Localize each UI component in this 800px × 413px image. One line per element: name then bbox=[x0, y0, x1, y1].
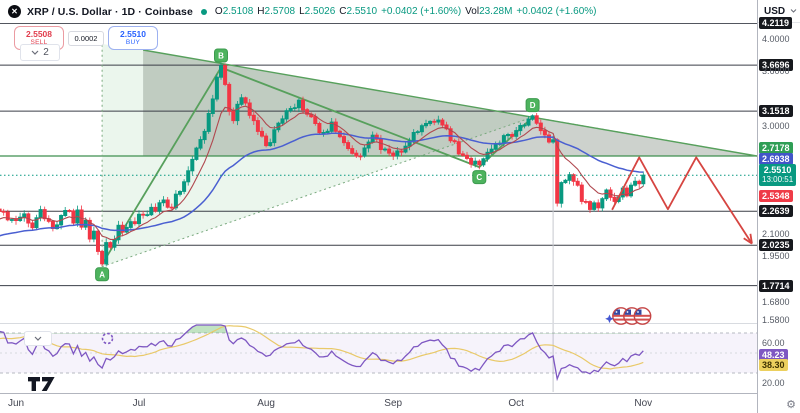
pattern-point-D[interactable]: D bbox=[525, 98, 540, 113]
price-axis[interactable]: USD 4.2119 4.0000 3.6696 3.6000 3.1518 3.0000… bbox=[757, 0, 800, 413]
axis-tick-label: 1.9500 bbox=[762, 251, 790, 262]
symbol-title[interactable]: XRP / U.S. Dollar · 1D · Coinbase bbox=[27, 5, 193, 18]
close-value: 2.5510 bbox=[346, 6, 378, 17]
svg-text:C: C bbox=[476, 173, 482, 182]
axis-price-label: 2.6938 bbox=[759, 152, 793, 165]
open-label: O bbox=[214, 6, 223, 17]
watermark-logo bbox=[605, 307, 652, 325]
axis-tick-label: 1.6800 bbox=[762, 296, 790, 307]
time-axis-month-oct: Oct bbox=[508, 398, 524, 409]
buy-price: 2.5510 bbox=[120, 29, 146, 39]
pattern-point-C[interactable]: C bbox=[472, 170, 487, 185]
projection-zigzag[interactable] bbox=[611, 156, 753, 245]
axis-tick-label: 1.5800 bbox=[762, 315, 790, 326]
projection-arrowhead bbox=[743, 233, 753, 245]
main-chart-canvas[interactable]: A B C D bbox=[0, 0, 757, 393]
buy-button[interactable]: 2.5510 BUY bbox=[108, 26, 158, 50]
axis-tick-label: 60.00 bbox=[762, 338, 785, 348]
chart-header: ✕ XRP / U.S. Dollar · 1D · Coinbase O2.5… bbox=[0, 0, 757, 23]
axis-tick-label: 3.6000 bbox=[762, 65, 790, 76]
buy-label: BUY bbox=[125, 38, 141, 46]
abcd-trendline[interactable] bbox=[101, 66, 534, 265]
descending-trendline[interactable] bbox=[142, 49, 757, 157]
volume-label: Vol bbox=[465, 6, 480, 17]
axis-tick-label: 3.0000 bbox=[762, 121, 790, 132]
fast-ma-line[interactable] bbox=[0, 105, 644, 240]
ohlc-values: O2.5108 H2.5708 L2.5026 C2.5510 +0.0402 … bbox=[215, 6, 597, 17]
axis-tick-label: 2.1000 bbox=[762, 229, 790, 240]
bar-countdown: 13:00:51 bbox=[762, 175, 794, 185]
low-value: 2.5026 bbox=[304, 6, 336, 17]
volume-value: 23.28M bbox=[479, 6, 513, 17]
chevron-down-icon bbox=[34, 336, 42, 341]
price-axis-settings-gear-icon[interactable]: ⚙ bbox=[786, 399, 796, 411]
indicators-collapse-button[interactable]: 2 bbox=[20, 44, 60, 61]
sell-label: SELL bbox=[30, 38, 48, 46]
spread-value: 0.0002 bbox=[68, 30, 104, 46]
pattern-dotted-line bbox=[101, 116, 533, 268]
axis-price-label: 2.7178 bbox=[759, 141, 793, 154]
symbol-logo-icon: ✕ bbox=[8, 5, 21, 18]
close-label: C bbox=[339, 6, 347, 17]
svg-text:B: B bbox=[218, 52, 224, 61]
axis-price-label: 3.1518 bbox=[759, 105, 793, 118]
tradingview-logo[interactable] bbox=[27, 376, 57, 392]
chevron-down-icon bbox=[790, 9, 797, 13]
hidden-indicators-count: 2 bbox=[43, 47, 49, 58]
current-price-value: 2.5510 bbox=[763, 165, 792, 176]
pattern-point-A[interactable]: A bbox=[95, 267, 110, 282]
sell-price: 2.5508 bbox=[26, 29, 52, 39]
time-axis[interactable]: Jun Jul Aug Sep Oct Nov bbox=[0, 393, 757, 413]
axis-price-label: 3.6696 bbox=[759, 59, 793, 72]
low-label: L bbox=[299, 6, 305, 17]
high-value: 2.5708 bbox=[264, 6, 296, 17]
svg-text:D: D bbox=[530, 101, 536, 110]
time-axis-month-nov: Nov bbox=[634, 398, 653, 409]
sparkle-icon bbox=[605, 314, 614, 324]
time-axis-month-sep: Sep bbox=[384, 398, 403, 409]
axis-price-label: 2.5348 bbox=[759, 190, 793, 203]
axis-price-label: 48.23 bbox=[759, 348, 788, 361]
high-label: H bbox=[257, 6, 265, 17]
axis-tick-label: 4.0000 bbox=[762, 34, 790, 44]
current-price-label: 2.5510 13:00:51 bbox=[759, 164, 797, 187]
axis-price-label: 4.2119 bbox=[759, 17, 793, 30]
open-value: 2.5108 bbox=[222, 6, 254, 17]
currency-label: USD bbox=[764, 5, 786, 17]
market-status-icon bbox=[200, 8, 207, 15]
pattern-fill-light bbox=[102, 44, 757, 267]
indicator-loading-icon bbox=[101, 332, 114, 345]
pattern-point-B[interactable]: B bbox=[214, 48, 228, 63]
axis-tick-label: 20.00 bbox=[762, 378, 785, 388]
rsi-line[interactable] bbox=[0, 324, 644, 382]
volume-change-value: +0.0402 (+1.60%) bbox=[516, 6, 597, 17]
change-value: +0.0402 (+1.60%) bbox=[381, 6, 462, 17]
time-axis-month-jun: Jun bbox=[7, 398, 25, 409]
axis-price-label: 2.0235 bbox=[759, 239, 793, 252]
chevron-down-icon bbox=[31, 50, 39, 55]
axis-price-label: 38.30 bbox=[759, 358, 788, 371]
axis-price-label: 2.2639 bbox=[759, 205, 793, 218]
rsi-pane-collapse-button[interactable] bbox=[24, 331, 52, 346]
svg-text:A: A bbox=[99, 270, 105, 279]
slow-ma-line[interactable] bbox=[0, 132, 644, 237]
rsi-ma-line[interactable] bbox=[0, 325, 644, 370]
time-axis-month-jul: Jul bbox=[132, 398, 146, 409]
axis-price-label: 1.7714 bbox=[759, 279, 793, 292]
time-axis-month-aug: Aug bbox=[257, 398, 275, 409]
